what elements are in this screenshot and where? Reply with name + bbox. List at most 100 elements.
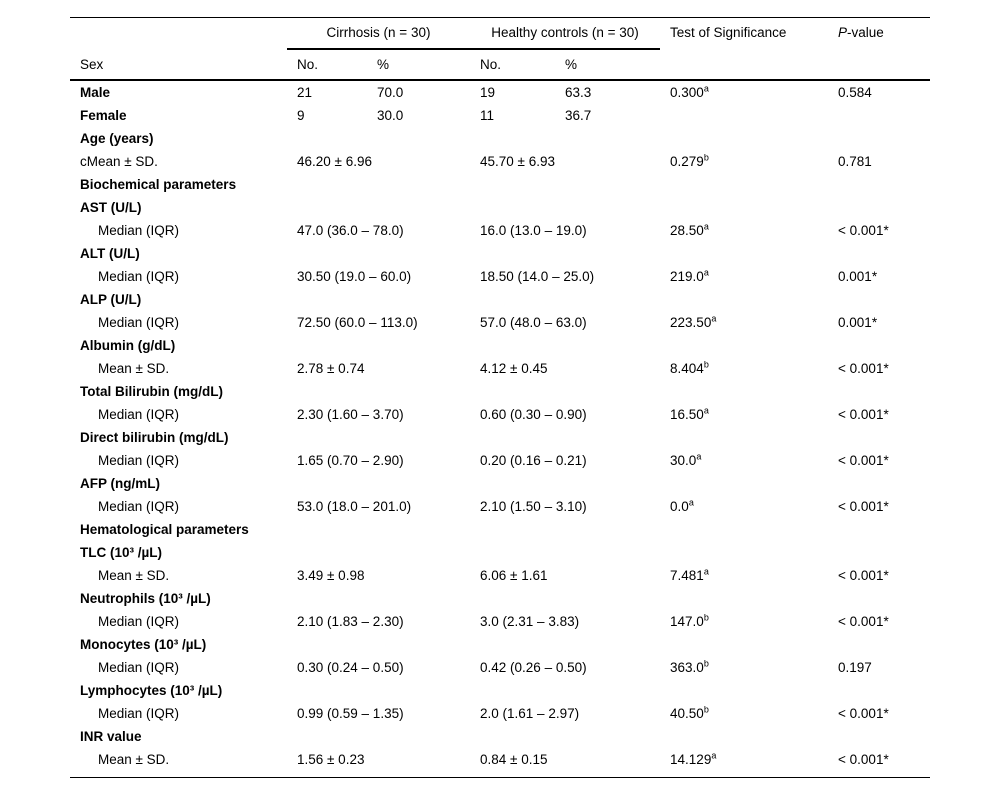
table-row: cMean ± SD. 46.20 ± 6.96 45.70 ± 6.93 0.279… bbox=[70, 150, 930, 173]
healthy-pct-cell: 36.7 bbox=[565, 108, 592, 123]
p-value-cell bbox=[828, 633, 930, 656]
column-header-cirrhosis-group: Cirrhosis (n = 30) bbox=[287, 17, 471, 50]
test-statistic-cell bbox=[660, 127, 828, 150]
test-statistic-cell: 223.50a bbox=[660, 311, 828, 334]
table-row: Biochemical parameters bbox=[70, 173, 930, 196]
healthy-value-cell bbox=[470, 196, 660, 219]
table-row: Direct bilirubin (mg/dL) bbox=[70, 426, 930, 449]
p-value-label-rest: -value bbox=[847, 25, 884, 40]
row-label-cell: Lymphocytes (10³ /µL) bbox=[80, 683, 223, 698]
table-body: Male 21 70.0 19 63.3 0.300a 0.584 Female 9 30.0 11… bbox=[70, 80, 930, 778]
test-statistic-superscript: a bbox=[696, 451, 702, 462]
p-value-cell: < 0.001* bbox=[838, 499, 889, 514]
healthy-value-cell: 4.12 ± 0.45 bbox=[480, 361, 548, 376]
table-header: Cirrhosis (n = 30) Healthy controls (n =… bbox=[70, 17, 931, 81]
p-value-cell: < 0.001* bbox=[838, 568, 889, 583]
test-statistic-superscript: a bbox=[711, 750, 717, 761]
column-header-test-of-significance: Test of Significance bbox=[660, 17, 829, 81]
row-label-cell: Neutrophils (10³ /µL) bbox=[80, 591, 211, 606]
empty-corner-cell bbox=[70, 18, 287, 50]
test-statistic-superscript: a bbox=[703, 566, 709, 577]
p-value-cell bbox=[828, 196, 930, 219]
healthy-value-cell: 3.0 (2.31 – 3.83) bbox=[480, 614, 580, 629]
cirrhosis-value-cell bbox=[287, 679, 470, 702]
row-label-cell: Biochemical parameters bbox=[80, 177, 237, 192]
test-statistic-value: 219.0 bbox=[670, 269, 704, 284]
table-row: Median (IQR) 0.30 (0.24 – 0.50) 0.42 (0.26… bbox=[70, 656, 930, 679]
cirrhosis-pct-cell: 70.0 bbox=[377, 85, 404, 100]
test-statistic-superscript: a bbox=[703, 405, 709, 416]
test-statistic-superscript: a bbox=[711, 313, 717, 324]
table-row: Median (IQR) 30.50 (19.0 – 60.0) 18.50 (14… bbox=[70, 265, 930, 288]
column-header-cirrhosis-pct: % bbox=[367, 49, 471, 81]
row-label-cell: Female bbox=[80, 108, 127, 123]
healthy-value-cell: 0.20 (0.16 – 0.21) bbox=[480, 453, 587, 468]
test-statistic-cell: 0.0a bbox=[660, 495, 828, 518]
healthy-value-cell: 0.84 ± 0.15 bbox=[480, 752, 548, 767]
test-statistic-cell bbox=[660, 472, 828, 495]
test-statistic-cell bbox=[660, 541, 828, 564]
test-statistic-superscript: a bbox=[688, 497, 694, 508]
healthy-value-cell bbox=[470, 380, 660, 403]
healthy-value-cell bbox=[470, 334, 660, 357]
table-row: ALT (U/L) bbox=[70, 242, 930, 265]
test-statistic-superscript: b bbox=[703, 152, 709, 163]
row-label-cell: Total Bilirubin (mg/dL) bbox=[80, 384, 223, 399]
test-statistic-cell bbox=[660, 679, 828, 702]
test-statistic-value: 40.50 bbox=[670, 706, 704, 721]
test-statistic-cell bbox=[660, 725, 828, 748]
healthy-value-cell bbox=[470, 472, 660, 495]
healthy-pct-cell: 63.3 bbox=[565, 85, 592, 100]
p-value-cell bbox=[828, 334, 930, 357]
test-statistic-superscript: a bbox=[703, 83, 709, 94]
test-statistic-value: 0.279 bbox=[670, 154, 704, 169]
group-header-row: Cirrhosis (n = 30) Healthy controls (n =… bbox=[70, 17, 931, 81]
table-row: Male 21 70.0 19 63.3 0.300a 0.584 bbox=[70, 80, 930, 104]
cirrhosis-value-cell bbox=[287, 518, 470, 541]
row-label-cell: Median (IQR) bbox=[98, 407, 180, 422]
p-value-cell bbox=[828, 288, 930, 311]
table-row: Median (IQR) 2.10 (1.83 – 2.30) 3.0 (2.31 … bbox=[70, 610, 930, 633]
test-statistic-cell: 0.300a bbox=[660, 80, 828, 104]
cirrhosis-value-cell: 2.78 ± 0.74 bbox=[297, 361, 365, 376]
p-value-cell: 0.001* bbox=[838, 315, 878, 330]
row-label-cell: TLC (10³ /µL) bbox=[80, 545, 163, 560]
test-of-significance-label: Test of Significance bbox=[670, 25, 787, 40]
test-statistic-value: 0.300 bbox=[670, 85, 704, 100]
test-statistic-cell bbox=[660, 587, 828, 610]
table-row: AFP (ng/mL) bbox=[70, 472, 930, 495]
row-label-cell: Male bbox=[80, 85, 111, 100]
test-statistic-superscript: b bbox=[703, 658, 709, 669]
p-value-cell: 0.781 bbox=[838, 154, 872, 169]
table-row: Median (IQR) 2.30 (1.60 – 3.70) 0.60 (0.30… bbox=[70, 403, 930, 426]
healthy-value-cell: 57.0 (48.0 – 63.0) bbox=[480, 315, 587, 330]
row-label-cell: Median (IQR) bbox=[98, 706, 180, 721]
row-label-cell: INR value bbox=[80, 729, 142, 744]
cirrhosis-value-cell: 53.0 (18.0 – 201.0) bbox=[297, 499, 412, 514]
row-label-cell: Median (IQR) bbox=[98, 315, 180, 330]
cirrhosis-value-cell: 3.49 ± 0.98 bbox=[297, 568, 365, 583]
test-statistic-cell bbox=[660, 196, 828, 219]
cirrhosis-value-cell: 1.56 ± 0.23 bbox=[297, 752, 365, 767]
test-statistic-value: 7.481 bbox=[670, 568, 704, 583]
cirrhosis-value-cell bbox=[287, 196, 470, 219]
row-label-cell: Mean ± SD. bbox=[98, 568, 170, 583]
column-header-sex: Sex bbox=[70, 49, 287, 81]
row-label-cell: ALT (U/L) bbox=[80, 246, 140, 261]
cirrhosis-no-cell: 9 bbox=[297, 108, 305, 123]
p-value-cell bbox=[828, 472, 930, 495]
healthy-value-cell bbox=[470, 426, 660, 449]
test-statistic-cell bbox=[660, 426, 828, 449]
column-header-healthy-pct: % bbox=[555, 49, 661, 81]
table-row: Median (IQR) 47.0 (36.0 – 78.0) 16.0 (13.0… bbox=[70, 219, 930, 242]
spacer-cell bbox=[70, 771, 930, 778]
test-statistic-superscript: a bbox=[703, 267, 709, 278]
sub-header-row: Sex No. % No. % bbox=[70, 49, 930, 81]
table-row: AST (U/L) bbox=[70, 196, 930, 219]
p-value-cell bbox=[828, 725, 930, 748]
p-value-cell: < 0.001* bbox=[838, 453, 889, 468]
p-value-cell bbox=[828, 242, 930, 265]
table-row: Median (IQR) 53.0 (18.0 – 201.0) 2.10 (1.5… bbox=[70, 495, 930, 518]
row-label-cell: AFP (ng/mL) bbox=[80, 476, 160, 491]
test-statistic-cell: 28.50a bbox=[660, 219, 828, 242]
